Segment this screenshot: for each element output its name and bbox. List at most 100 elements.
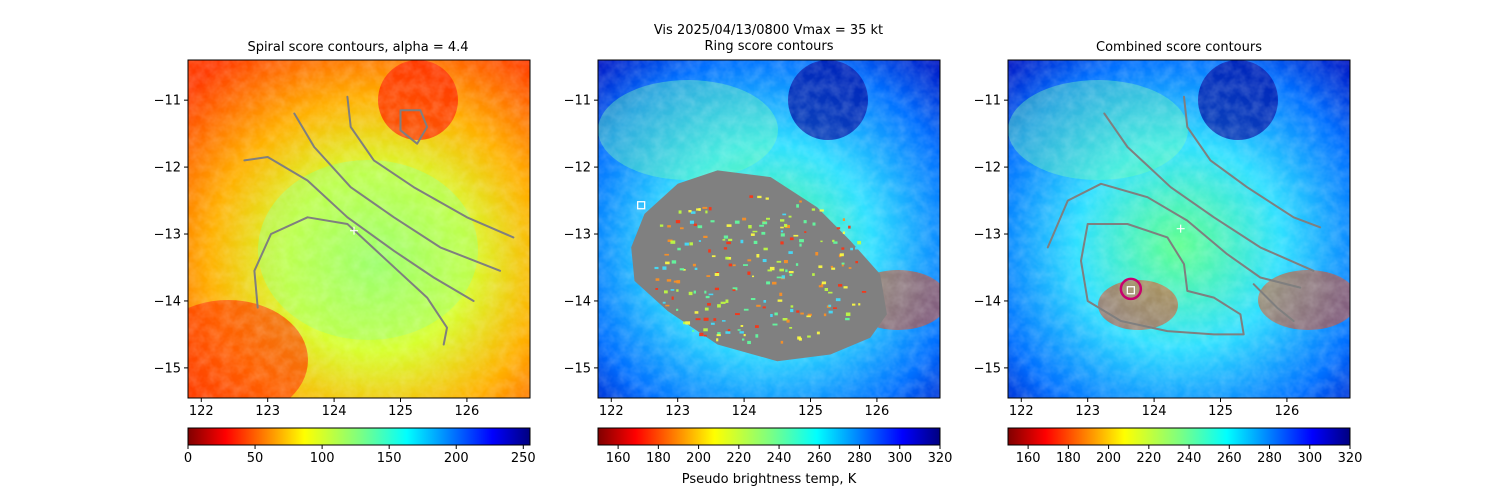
ring-speckle [666,279,672,282]
ring-speckle [772,323,778,326]
ring-speckle [725,331,731,334]
ring-speckle [816,331,820,335]
score-contour [243,156,475,302]
combined-colorbar [1007,427,1351,446]
colorbar-tick-label: 220 [726,451,751,466]
ring-speckle [742,338,745,341]
ring-speckle [812,222,816,226]
ring-speckle [763,247,768,251]
ring-speckle [784,260,788,264]
ring-speckle [694,267,698,270]
y-tick-label: −15 [564,361,591,376]
combined-center-circle [1119,277,1143,301]
ring-speckle [717,332,721,335]
y-tick-label: −13 [974,228,1001,243]
ring-speckle [717,304,721,308]
ring-speckle [795,263,799,266]
ring-speckle [706,275,711,277]
ring-speckle [747,259,752,262]
ring-speckle [677,247,681,251]
ring-speckle [725,256,729,260]
ring-speckle [747,271,751,275]
ring-speckle [789,237,794,241]
ring-speckle [762,306,766,309]
ring-speckle [756,304,761,307]
ring-speckle [723,247,728,250]
ring-speckle [842,218,846,221]
ring-speckle [848,267,852,269]
ring-speckle [831,267,836,270]
colorbar-label: Pseudo brightness temp, K [681,472,857,487]
ring-speckle [807,335,811,338]
colorbar-tick-label: 320 [928,451,953,466]
ring-speckle [812,273,815,276]
ring-speckle [678,210,682,214]
ring-speckle [726,241,731,245]
score-contour [253,216,448,346]
x-tick-label: 124 [1142,404,1167,419]
ring-speckle [732,289,736,292]
ring-speckle [786,319,790,323]
ring-speckle [732,287,738,291]
ring-speckle [728,263,733,267]
center-plus-marker [350,226,359,235]
ring-speckle [714,287,719,291]
y-tick-label: −14 [564,294,591,309]
ring-speckle [692,263,696,267]
combined-panel-title: Combined score contours [1096,40,1262,55]
x-tick-label: 126 [1274,404,1299,419]
ring-speckle [782,318,788,321]
ring-speckle [740,325,744,327]
y-tick-label: −13 [564,228,591,243]
y-tick-label: −14 [154,294,181,309]
ring-speckle [690,211,696,214]
square-marker [1126,286,1136,295]
y-tick-label: −11 [564,94,591,109]
ring-speckle [743,264,748,266]
ring-speckle [703,334,707,337]
ring-speckle [705,210,708,214]
ring-speckle [833,307,837,309]
ring-speckle [821,283,824,286]
ring-speckle [769,266,775,271]
ring-speckle [766,281,771,285]
ring-speckle [752,230,758,233]
ring-speckle [750,298,756,301]
ring-speckle [761,231,766,235]
ring-speckle [688,210,692,213]
ring-speckle [716,334,721,337]
ring-speckle [788,271,794,274]
ring-axes-frame [597,59,941,399]
score-contour [293,112,502,272]
ring-speckle [762,259,767,263]
ring-speckle [770,314,773,317]
ring-speckle [819,209,824,212]
spiral-heatmap [188,60,530,398]
colorbar-tick-label: 260 [1217,451,1242,466]
x-tick-label: 125 [1208,404,1233,419]
ring-speckle [750,233,755,236]
ring-speckle [841,247,845,250]
ring-speckle [824,288,829,291]
ring-speckle [804,231,807,233]
ring-speckle [693,290,696,294]
ring-speckle [689,220,694,224]
spiral-axes-frame [187,59,531,399]
x-tick-label: 126 [454,404,479,419]
ring-speckle [695,318,701,321]
colorbar-tick-label: 280 [847,451,872,466]
combined-axes-frame [1007,59,1351,399]
ring-speckle [838,284,843,287]
x-tick-label: 123 [255,404,280,419]
ring-speckle [841,263,844,267]
colorbar-tick-label: 240 [1177,451,1202,466]
spiral-colorbar [187,427,531,446]
ring-speckle [670,289,675,291]
ring-speckle [704,290,707,294]
ring-speckle [755,325,759,328]
ring-speckle [799,239,804,243]
ring-speckle [680,227,684,230]
ring-speckle [670,240,676,244]
ring-speckle [664,253,669,256]
ring-speckle [739,331,744,334]
